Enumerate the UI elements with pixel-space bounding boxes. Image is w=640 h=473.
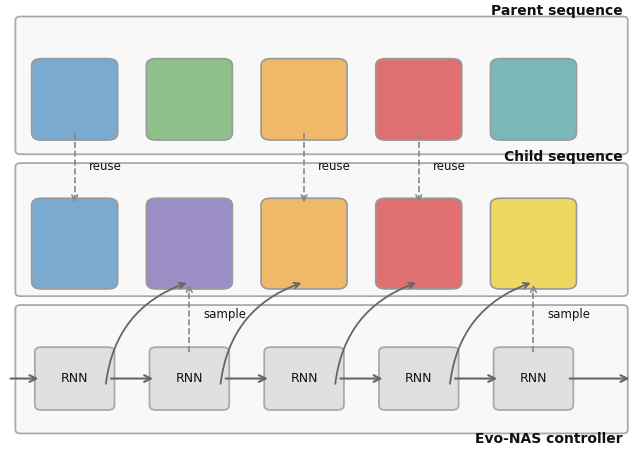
FancyBboxPatch shape — [490, 59, 577, 140]
FancyBboxPatch shape — [31, 198, 118, 289]
Text: reuse: reuse — [318, 160, 351, 173]
Text: Child sequence: Child sequence — [504, 150, 623, 165]
FancyBboxPatch shape — [264, 347, 344, 410]
Text: RNN: RNN — [61, 372, 88, 385]
FancyBboxPatch shape — [376, 59, 462, 140]
Text: RNN: RNN — [405, 372, 433, 385]
Text: Evo-NAS controller: Evo-NAS controller — [475, 432, 623, 446]
Text: RNN: RNN — [291, 372, 318, 385]
FancyBboxPatch shape — [379, 347, 459, 410]
FancyBboxPatch shape — [261, 198, 347, 289]
FancyBboxPatch shape — [150, 347, 229, 410]
FancyBboxPatch shape — [147, 59, 232, 140]
FancyBboxPatch shape — [15, 163, 628, 296]
FancyBboxPatch shape — [376, 198, 462, 289]
Text: reuse: reuse — [89, 160, 122, 173]
Text: reuse: reuse — [433, 160, 466, 173]
FancyBboxPatch shape — [31, 59, 118, 140]
FancyBboxPatch shape — [493, 347, 573, 410]
Text: RNN: RNN — [520, 372, 547, 385]
Text: sample: sample — [547, 308, 591, 321]
FancyBboxPatch shape — [15, 17, 628, 154]
FancyBboxPatch shape — [261, 59, 347, 140]
Text: Parent sequence: Parent sequence — [491, 4, 623, 18]
Text: RNN: RNN — [175, 372, 203, 385]
FancyBboxPatch shape — [490, 198, 577, 289]
FancyBboxPatch shape — [35, 347, 115, 410]
FancyBboxPatch shape — [147, 198, 232, 289]
Text: sample: sample — [204, 308, 246, 321]
FancyBboxPatch shape — [15, 305, 628, 433]
